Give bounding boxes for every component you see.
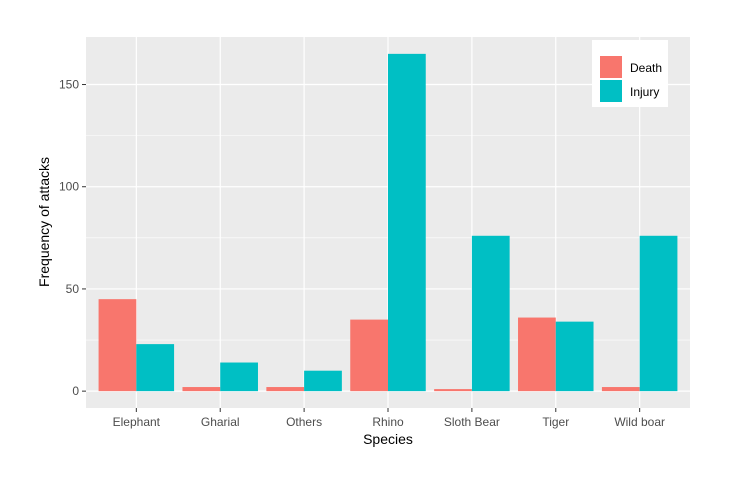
bar-injury-sloth-bear bbox=[471, 235, 510, 392]
x-axis-title: Species bbox=[363, 431, 413, 447]
legend-key-injury bbox=[600, 80, 622, 102]
bar-death-elephant bbox=[98, 299, 137, 392]
bar-injury-tiger bbox=[555, 321, 594, 392]
x-tick-label: Others bbox=[286, 415, 322, 429]
y-tick-label: 150 bbox=[59, 78, 79, 92]
bar-injury-rhino bbox=[388, 53, 426, 392]
x-tick-label: Rhino bbox=[372, 415, 404, 429]
bar-injury-elephant bbox=[136, 344, 175, 392]
y-axis: 0 50 100 150 bbox=[59, 78, 86, 398]
y-tick-label: 0 bbox=[72, 384, 79, 398]
x-tick-label: Elephant bbox=[113, 415, 161, 429]
bar-death-rhino bbox=[350, 319, 388, 392]
legend-key-death bbox=[600, 56, 622, 78]
y-tick-label: 50 bbox=[66, 282, 80, 296]
bars-group bbox=[98, 53, 678, 392]
bar-death-gharial bbox=[182, 387, 221, 392]
bar-injury-gharial bbox=[220, 362, 258, 392]
legend-label-injury: Injury bbox=[630, 85, 659, 99]
y-axis-title: Frequency of attacks bbox=[36, 157, 52, 287]
bar-death-others bbox=[266, 387, 305, 392]
bar-death-tiger bbox=[518, 317, 556, 392]
bar-injury-others bbox=[304, 370, 342, 392]
x-tick-label: Sloth Bear bbox=[444, 415, 500, 429]
x-tick-label: Wild boar bbox=[614, 415, 665, 429]
x-tick-label: Gharial bbox=[201, 415, 240, 429]
bar-injury-wild-boar bbox=[639, 235, 678, 392]
legend: Death Injury bbox=[592, 40, 668, 107]
x-tick-label: Tiger bbox=[542, 415, 569, 429]
y-tick-label: 100 bbox=[59, 180, 79, 194]
bar-death-sloth-bear bbox=[434, 389, 472, 392]
bar-death-wild-boar bbox=[601, 387, 640, 392]
legend-label-death: Death bbox=[630, 61, 662, 75]
x-axis: Elephant Gharial Others Rhino Sloth Bear Tige… bbox=[113, 408, 665, 429]
